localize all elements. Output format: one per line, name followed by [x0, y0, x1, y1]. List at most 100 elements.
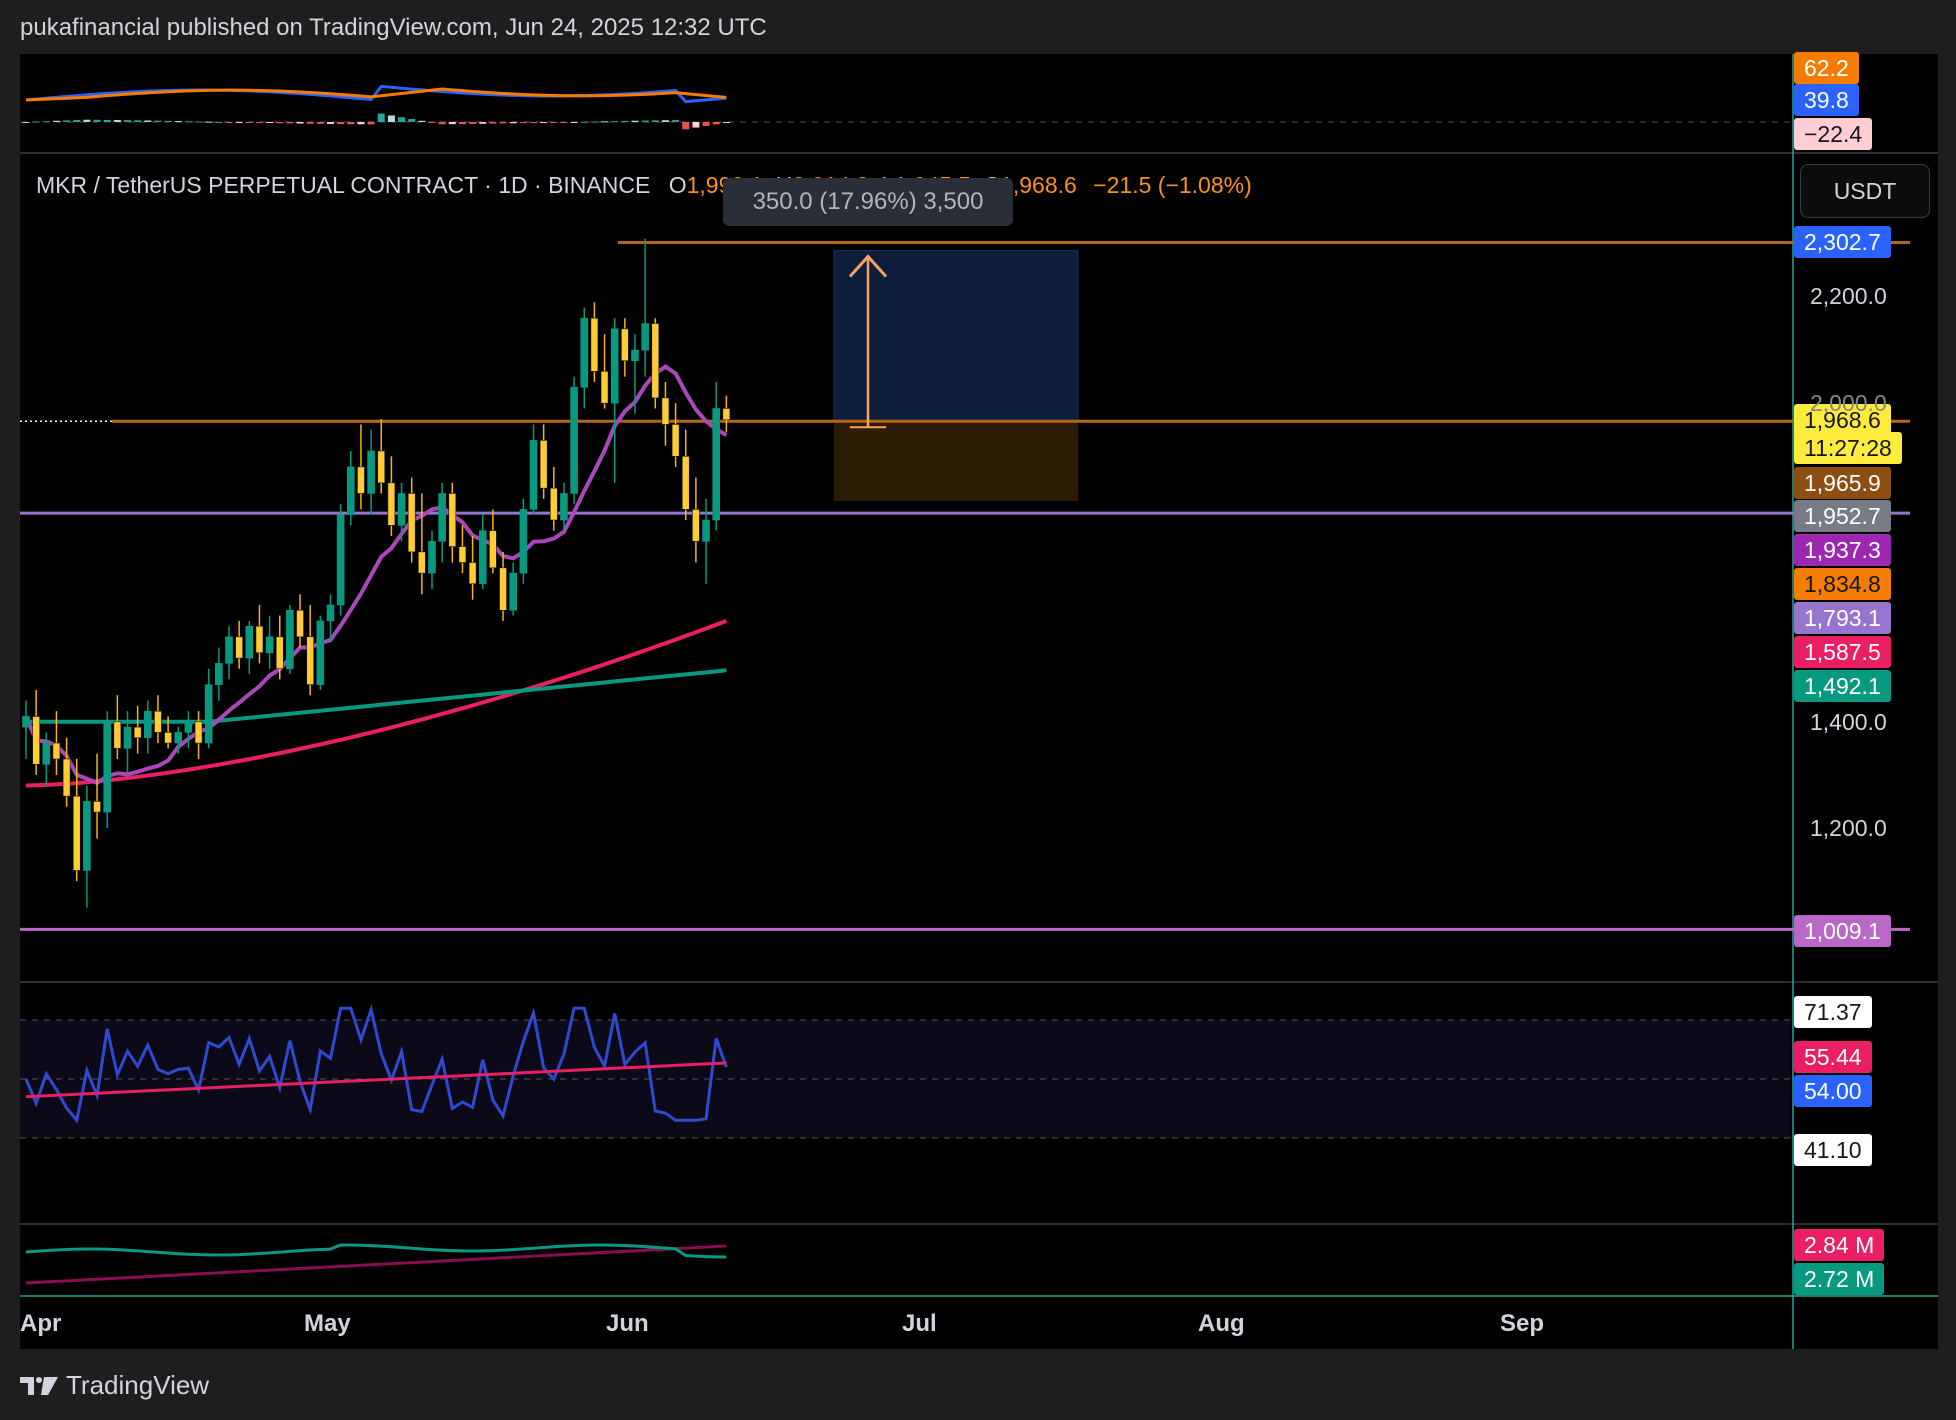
price-value-tag: 1,965.9	[1794, 467, 1891, 499]
candle-body	[397, 493, 406, 526]
candle-body	[22, 716, 30, 728]
ma-green-line	[26, 668, 727, 724]
stop-zone	[834, 421, 1078, 501]
macd-histogram-bar	[712, 122, 720, 125]
macd-histogram-bar	[408, 119, 416, 122]
candle-body	[438, 493, 446, 542]
candle-body	[478, 530, 487, 585]
candle-body	[692, 509, 700, 542]
macd-histogram-bar	[540, 122, 548, 123]
candle-body	[62, 758, 71, 797]
candle-body	[164, 732, 172, 744]
ma-purple-line	[24, 364, 728, 786]
macd-histogram-bar	[509, 122, 517, 124]
candle-body	[651, 323, 660, 399]
rsi-pane	[20, 1004, 1790, 1139]
candle-body	[458, 546, 467, 563]
candle-body	[265, 636, 274, 654]
candle-body	[52, 742, 61, 760]
macd-histogram-bar	[692, 122, 700, 128]
candle-body	[468, 562, 477, 585]
candle-body	[194, 721, 203, 744]
macd-histogram-bar	[235, 122, 243, 123]
macd-histogram-bar	[590, 121, 598, 123]
macd-histogram-bar	[215, 121, 223, 123]
candle-body	[123, 726, 132, 749]
volume-pane	[25, 1243, 727, 1285]
candle-body	[600, 371, 609, 404]
macd-histogram-bar	[225, 122, 233, 123]
chart-background	[20, 54, 1938, 1349]
legend-change: −21.5 (−1.08%)	[1093, 172, 1252, 198]
macd-histogram-bar	[205, 121, 213, 123]
macd-histogram-bar	[631, 120, 639, 122]
macd-histogram-bar	[347, 122, 355, 125]
macd-histogram-bar	[722, 122, 730, 123]
candle-body	[418, 551, 426, 574]
price-tick: 2,200.0	[1810, 283, 1887, 309]
price-pane	[20, 238, 1910, 931]
candle-body	[306, 636, 315, 685]
ma-red-line	[25, 619, 728, 788]
rsi-value-tag: 54.00	[1794, 1075, 1872, 1107]
macd-histogram-bar	[519, 122, 527, 124]
candle-body	[448, 493, 457, 547]
tradingview-logo-icon	[20, 1376, 58, 1395]
macd-histogram-bar	[42, 121, 50, 123]
candle-body	[570, 386, 578, 494]
candle-body	[509, 572, 518, 611]
price-value-tag: 1,952.7	[1794, 500, 1891, 532]
candle-body	[154, 710, 162, 733]
candle-body	[296, 609, 304, 638]
footer-brand[interactable]: TradingView	[20, 1370, 209, 1401]
macd-histogram-bar	[601, 121, 609, 123]
price-value-tag: 2,302.7	[1794, 226, 1891, 258]
price-value-tag: 1,793.1	[1794, 602, 1891, 634]
candle-body	[671, 424, 680, 457]
price-value-tag: 1,492.1	[1794, 670, 1891, 702]
candle-body	[113, 721, 122, 749]
price-value-tag: 1,937.3	[1794, 534, 1891, 566]
currency-button[interactable]: USDT	[1800, 164, 1930, 218]
candle-body	[631, 349, 639, 362]
rsi-value-tag: 55.44	[1794, 1041, 1872, 1073]
candle-body	[83, 801, 91, 871]
macd-histogram-bar	[73, 120, 81, 122]
candle-body	[580, 317, 589, 388]
macd-histogram-bar	[682, 122, 690, 130]
measure-arrow-head	[848, 254, 888, 278]
price-tick: 1,200.0	[1810, 815, 1887, 841]
candle-body	[326, 604, 335, 622]
month-label: Jul	[902, 1310, 937, 1337]
macd-histogram-bar	[377, 113, 385, 122]
volume-ma-line	[25, 1244, 727, 1285]
candle-body	[377, 450, 386, 484]
macd-histogram-bar	[286, 122, 294, 124]
month-label: Apr	[20, 1310, 62, 1337]
candle-body	[103, 721, 111, 813]
candle-body	[560, 493, 568, 521]
macd-histogram-bar	[174, 121, 182, 123]
candle-body	[275, 636, 284, 670]
candle-body	[215, 663, 223, 685]
macd-histogram-bar	[52, 120, 60, 122]
legend-open-label: O	[668, 172, 687, 198]
volume-value-tag: 2.84 M	[1794, 1229, 1885, 1261]
candle-body	[681, 455, 690, 510]
price-value-tag: 1,009.1	[1794, 915, 1891, 947]
month-label: Aug	[1198, 1310, 1245, 1337]
candle-body	[133, 726, 142, 739]
macd-value-tag: 39.8	[1794, 84, 1859, 116]
legend-symbol[interactable]: MKR / TetherUS PERPETUAL CONTRACT · 1D ·…	[36, 172, 651, 198]
candle-body	[32, 716, 40, 765]
candle-body	[255, 625, 264, 654]
macd-histogram-bar	[611, 121, 619, 123]
macd-value-tag: −22.4	[1794, 118, 1873, 150]
macd-histogram-bar	[428, 122, 436, 123]
macd-histogram-bar	[641, 120, 649, 122]
macd-histogram-bar	[469, 122, 477, 124]
candle-body	[144, 710, 152, 739]
candle-body	[661, 397, 670, 425]
